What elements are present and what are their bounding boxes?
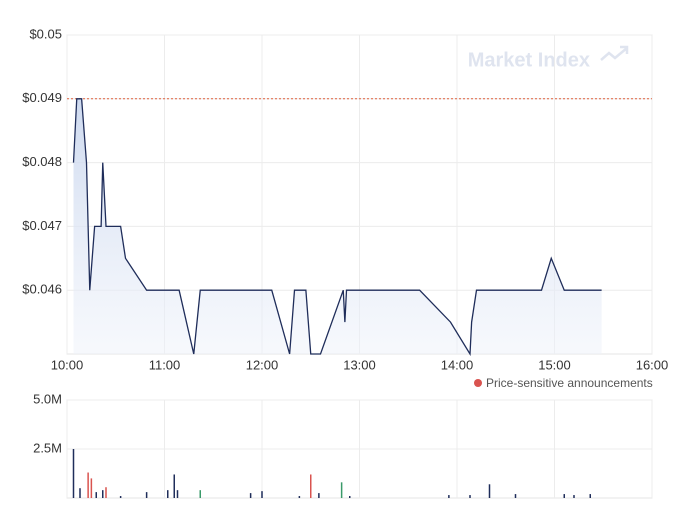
volume-bar	[102, 490, 104, 498]
legend-label: Price-sensitive announcements	[486, 376, 653, 390]
volume-bar	[167, 490, 169, 498]
volume-bar	[469, 495, 471, 498]
volume-bar	[72, 449, 75, 498]
x-tick-label: 14:00	[441, 357, 474, 372]
legend-marker	[474, 379, 482, 387]
y-tick-label: 5.0M	[33, 391, 62, 406]
x-tick-label: 12:00	[246, 357, 279, 372]
volume-bar	[90, 478, 93, 498]
x-tick-label: 13:00	[343, 357, 376, 372]
volume-bar	[563, 494, 565, 498]
volume-bar	[87, 472, 89, 498]
watermark-icon	[600, 45, 629, 61]
y-tick-label: 2.5M	[33, 440, 62, 455]
volume-bar	[119, 496, 122, 498]
volume-bar	[349, 496, 351, 498]
y-tick-label: $0.048	[22, 154, 62, 169]
volume-bar	[488, 484, 491, 498]
y-tick-label: $0.049	[22, 90, 62, 105]
volume-bar	[514, 494, 517, 498]
volume-bar	[79, 488, 81, 498]
y-tick-label: $0.05	[29, 26, 62, 41]
x-tick-label: 11:00	[149, 357, 181, 372]
y-tick-label: $0.046	[22, 282, 62, 297]
volume-bar	[310, 474, 312, 498]
volume-bar	[340, 482, 343, 498]
volume-bar	[589, 494, 591, 498]
volume-bar	[199, 490, 201, 498]
volume-bar	[173, 474, 175, 498]
x-tick-label: 16:00	[636, 357, 669, 372]
watermark: Market Index	[468, 49, 590, 71]
volume-bar	[298, 496, 301, 498]
x-tick-label: 10:00	[51, 357, 84, 372]
volume-bar	[145, 492, 148, 498]
volume-bar	[261, 491, 263, 498]
volume-bar	[573, 495, 575, 498]
volume-bar	[176, 490, 179, 498]
volume-bar	[448, 495, 450, 498]
volume-bar	[318, 493, 320, 498]
volume-bar	[95, 492, 97, 498]
price-line	[72, 98, 602, 357]
y-tick-label: $0.047	[22, 218, 62, 233]
x-tick-label: 15:00	[538, 357, 571, 372]
volume-bar	[249, 493, 252, 498]
volume-bar	[105, 487, 107, 498]
